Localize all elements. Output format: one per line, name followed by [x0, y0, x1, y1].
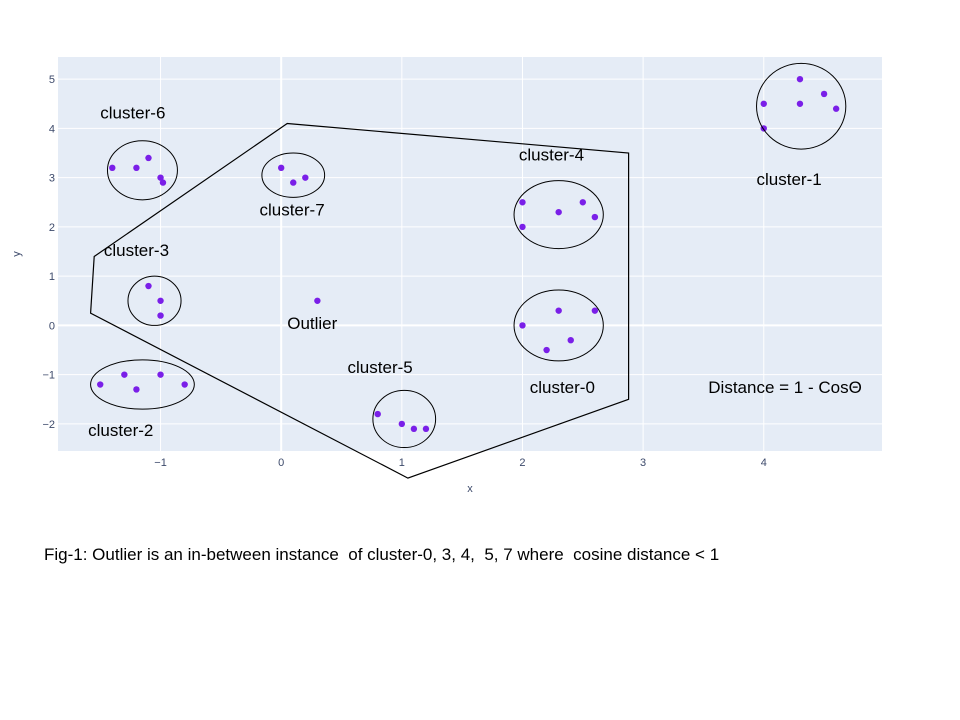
data-point	[145, 282, 152, 290]
data-point	[579, 199, 587, 206]
data-points	[97, 75, 840, 433]
x-tick-label: 1	[399, 457, 405, 469]
data-point	[519, 199, 526, 206]
x-tick-label: −1	[154, 457, 167, 469]
data-point	[290, 179, 297, 186]
annotation-label: cluster-2	[88, 421, 153, 440]
data-point	[796, 75, 804, 83]
data-point	[760, 100, 767, 107]
data-point	[97, 381, 104, 388]
annotation-label: cluster-0	[530, 378, 595, 397]
y-tick-label: −2	[42, 419, 55, 431]
cluster-1-ellipse	[756, 62, 847, 150]
data-point	[157, 312, 164, 319]
boundary-polygon	[89, 122, 630, 479]
annotations: cluster-6 cluster-7 cluster-4 cluster-1 clus…	[88, 104, 862, 441]
cluster-3-ellipse	[127, 275, 182, 326]
plot-area	[58, 57, 882, 451]
grid-lines	[58, 57, 882, 451]
annotation-label: cluster-3	[104, 241, 169, 260]
cluster-ellipses	[90, 62, 847, 449]
y-tick-label: 4	[49, 123, 55, 135]
data-point	[145, 154, 152, 162]
cluster-2-ellipse	[90, 359, 195, 410]
x-tick-label: 3	[640, 457, 646, 469]
data-point	[567, 336, 574, 344]
data-point	[159, 179, 167, 186]
data-point	[157, 174, 164, 181]
boundary-polygon-group	[89, 122, 630, 479]
data-point	[555, 307, 562, 314]
y-axis-title: y	[11, 251, 23, 257]
data-point	[410, 425, 418, 433]
y-tick-label: 2	[49, 222, 55, 234]
cluster-6-ellipse	[106, 140, 178, 201]
y-tick-label: 1	[49, 271, 55, 283]
y-tick-label: 0	[49, 320, 55, 332]
data-point	[519, 322, 526, 329]
y-tick-label: 3	[49, 173, 55, 185]
data-point	[302, 174, 309, 181]
annotation-label: cluster-5	[348, 358, 413, 377]
cluster-7-ellipse	[261, 152, 326, 198]
data-point	[157, 297, 164, 304]
x-tick-label: 2	[519, 457, 525, 469]
y-tick-label: −1	[42, 370, 55, 382]
x-tick-label: 0	[278, 457, 284, 469]
cluster-0-ellipse	[513, 289, 604, 362]
data-point	[277, 164, 285, 172]
y-tick-label: 5	[49, 74, 55, 86]
data-point	[519, 223, 526, 231]
data-point	[832, 105, 840, 112]
cluster-4-ellipse	[513, 180, 604, 250]
data-point	[133, 386, 140, 393]
data-point	[591, 307, 599, 314]
data-point	[555, 208, 562, 216]
data-point	[121, 371, 128, 378]
x-axis-ticks: −1 0 1 2 3 4	[154, 457, 767, 469]
x-tick-label: 4	[761, 457, 767, 469]
data-point	[796, 100, 804, 107]
annotation-label: cluster-6	[100, 104, 165, 123]
annotation-label: Distance = 1 - CosΘ	[708, 378, 862, 397]
data-point	[133, 164, 140, 172]
data-point	[591, 213, 599, 221]
annotation-label: Outlier	[287, 314, 337, 333]
x-axis-title: x	[467, 483, 473, 495]
y-axis-ticks: −2 −1 0 1 2 3 4 5	[42, 74, 55, 431]
annotation-label: cluster-4	[519, 145, 584, 164]
data-point	[398, 420, 406, 428]
annotation-label: cluster-1	[757, 170, 822, 189]
annotation-label: cluster-7	[259, 201, 324, 220]
data-point	[109, 164, 116, 172]
cluster-5-ellipse	[372, 389, 437, 449]
data-point	[543, 346, 550, 354]
data-point	[181, 381, 188, 388]
figure-caption: Fig-1: Outlier is an in-between instance…	[44, 545, 720, 564]
data-point	[820, 90, 828, 98]
data-point	[422, 425, 430, 433]
data-point	[157, 371, 164, 378]
data-point	[314, 297, 321, 304]
data-point	[374, 410, 381, 418]
